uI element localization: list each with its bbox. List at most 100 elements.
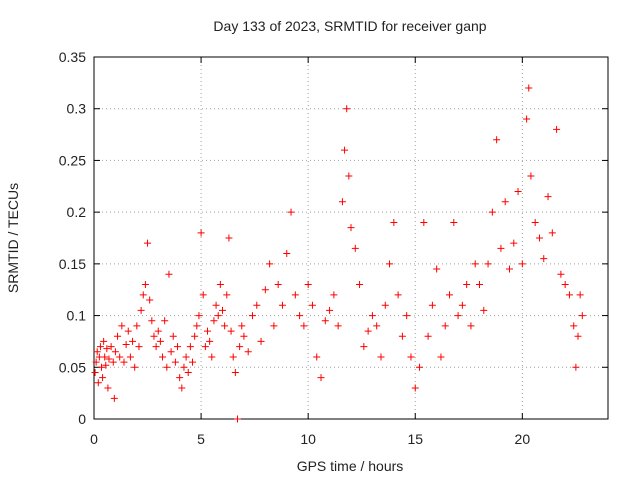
data-point <box>103 345 111 353</box>
data-point <box>131 363 139 371</box>
data-point <box>576 291 584 299</box>
x-tick-label: 0 <box>90 431 98 447</box>
data-point <box>118 322 126 330</box>
data-point <box>184 368 192 376</box>
data-point <box>497 244 505 252</box>
data-point <box>368 312 376 320</box>
data-point <box>229 353 237 361</box>
data-points <box>91 84 586 423</box>
x-tick-label: 10 <box>300 431 316 447</box>
data-point <box>159 353 167 361</box>
data-point <box>156 337 164 345</box>
data-point <box>510 239 518 247</box>
data-point <box>381 301 389 309</box>
data-point <box>373 322 381 330</box>
data-point <box>214 312 222 320</box>
data-point <box>278 301 286 309</box>
x-tick-label: 20 <box>515 431 531 447</box>
data-point <box>274 281 282 289</box>
data-point <box>407 353 415 361</box>
data-point <box>161 317 169 325</box>
data-point <box>146 296 154 304</box>
data-point <box>535 234 543 242</box>
y-tick-label: 0.2 <box>67 204 87 220</box>
data-point <box>518 260 526 268</box>
data-point <box>574 332 582 340</box>
data-point <box>420 218 428 226</box>
data-point <box>463 281 471 289</box>
data-point <box>110 394 118 402</box>
data-point <box>501 198 509 206</box>
data-point <box>317 374 325 382</box>
data-point <box>107 343 115 351</box>
data-point <box>296 312 304 320</box>
data-point <box>204 327 212 335</box>
data-point <box>216 281 224 289</box>
data-point <box>180 363 188 371</box>
data-point <box>300 322 308 330</box>
chart-title: Day 133 of 2023, SRMTID for receiver gan… <box>213 18 486 34</box>
data-point <box>561 281 569 289</box>
y-tick-label: 0.1 <box>67 308 87 324</box>
data-point <box>122 341 130 349</box>
data-point <box>266 260 274 268</box>
data-point <box>233 415 241 423</box>
data-point <box>403 312 411 320</box>
data-point <box>120 358 128 366</box>
x-tick-label: 15 <box>407 431 423 447</box>
data-point <box>433 265 441 273</box>
data-point <box>109 358 117 366</box>
data-point <box>176 374 184 382</box>
data-point <box>437 353 445 361</box>
data-point <box>91 368 99 376</box>
data-point <box>394 291 402 299</box>
data-point <box>364 327 372 335</box>
data-point <box>171 358 179 366</box>
data-point <box>476 281 483 289</box>
data-point <box>210 317 218 325</box>
data-point <box>152 343 160 351</box>
data-point <box>133 322 141 330</box>
data-point <box>424 332 432 340</box>
data-point <box>148 317 156 325</box>
data-point <box>351 244 359 252</box>
y-tick-label: 0.05 <box>59 359 86 375</box>
data-point <box>523 115 531 123</box>
data-point <box>480 306 488 314</box>
data-point <box>102 361 110 369</box>
data-point <box>341 146 349 154</box>
data-point <box>283 250 291 258</box>
data-point <box>178 384 186 392</box>
data-point <box>390 218 398 226</box>
data-point <box>488 208 496 216</box>
data-point <box>326 306 334 314</box>
data-point <box>257 337 265 345</box>
data-point <box>338 198 346 206</box>
plot-frame <box>93 56 609 420</box>
y-tick-label: 0.35 <box>59 49 86 65</box>
data-point <box>540 255 548 263</box>
axis-ticks <box>93 56 608 420</box>
y-tick-label: 0 <box>78 411 86 427</box>
data-point <box>565 291 573 299</box>
data-point <box>101 353 109 361</box>
data-point <box>484 260 492 268</box>
data-point <box>195 312 203 320</box>
data-point <box>244 348 252 356</box>
grid-lines <box>94 57 608 419</box>
data-point <box>544 193 552 201</box>
data-point <box>154 327 162 335</box>
data-point <box>221 322 229 330</box>
data-point <box>467 322 475 330</box>
data-point <box>360 343 368 351</box>
data-point <box>93 348 101 356</box>
y-tick-label: 0.15 <box>59 256 86 272</box>
data-point <box>531 218 539 226</box>
x-tick-label: 5 <box>197 431 205 447</box>
data-point <box>377 353 385 361</box>
data-point <box>446 291 454 299</box>
data-point <box>94 379 102 387</box>
data-point <box>135 343 143 351</box>
data-point <box>238 322 246 330</box>
